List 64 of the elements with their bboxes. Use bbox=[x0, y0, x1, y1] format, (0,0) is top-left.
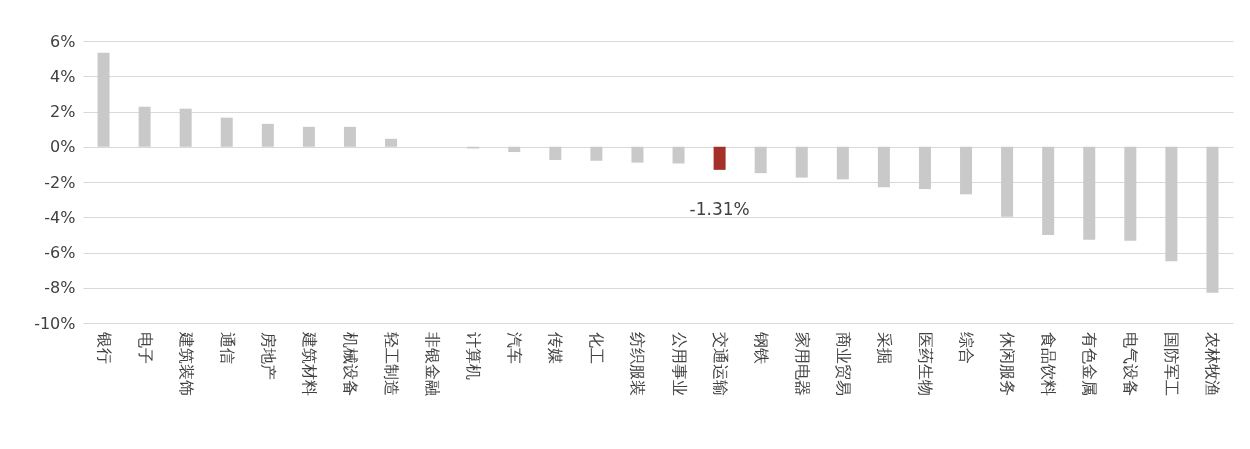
bar bbox=[590, 146, 603, 161]
x-tick-label: 汽车 bbox=[505, 331, 525, 364]
bar bbox=[508, 146, 521, 153]
x-tick-label: 轻工制造 bbox=[382, 331, 402, 396]
x-tick-label: 计算机 bbox=[464, 331, 484, 380]
bar bbox=[343, 126, 356, 147]
x-tick-label: 建筑装饰 bbox=[176, 330, 196, 396]
x-tick-label: 房地产 bbox=[258, 331, 278, 380]
y-tick-label: -10% bbox=[34, 313, 76, 333]
bar bbox=[1206, 146, 1219, 293]
bar bbox=[1001, 146, 1014, 217]
y-tick-label: -8% bbox=[44, 278, 76, 298]
x-tick-label: 传媒 bbox=[546, 331, 566, 364]
bar bbox=[795, 146, 808, 178]
bar bbox=[385, 138, 398, 147]
y-tick-label: -6% bbox=[44, 243, 76, 262]
bar bbox=[1042, 146, 1055, 235]
x-tick-label: 电子 bbox=[135, 331, 155, 364]
bar bbox=[918, 146, 931, 190]
y-tick-label: 0% bbox=[50, 137, 76, 157]
x-tick-label: 电气设备 bbox=[1121, 331, 1141, 396]
bar bbox=[302, 126, 315, 147]
x-tick-label: 银行 bbox=[94, 330, 114, 364]
y-tick-label: 4% bbox=[50, 66, 76, 86]
y-tick-label: 2% bbox=[50, 102, 76, 121]
x-tick-label: 通信 bbox=[217, 331, 237, 364]
bar bbox=[220, 117, 233, 147]
bar bbox=[261, 123, 274, 147]
x-tick-label: 农林牧渔 bbox=[1203, 331, 1223, 396]
y-tick-label: -4% bbox=[44, 207, 76, 227]
bar bbox=[1083, 146, 1096, 240]
bar bbox=[138, 106, 151, 147]
x-tick-label: 商业贸易 bbox=[833, 331, 853, 396]
x-tick-label: 钢铁 bbox=[751, 330, 771, 364]
bar bbox=[960, 146, 973, 195]
x-tick-label: 有色金属 bbox=[1080, 331, 1100, 396]
bar bbox=[754, 146, 767, 174]
bar bbox=[836, 146, 849, 180]
x-tick-label: 国防军工 bbox=[1162, 331, 1182, 396]
x-tick-label: 纺织服装 bbox=[628, 331, 648, 396]
y-tick-label: 6% bbox=[50, 31, 76, 51]
x-tick-label: 公用事业 bbox=[669, 331, 689, 396]
x-tick-label: 非银金融 bbox=[423, 331, 443, 396]
x-tick-label: 机械设备 bbox=[340, 331, 360, 396]
bar bbox=[1165, 146, 1178, 262]
bar bbox=[713, 146, 726, 170]
bar bbox=[672, 146, 685, 164]
data-label: -1.31% bbox=[689, 198, 750, 219]
x-tick-label: 休闲服务 bbox=[998, 331, 1018, 396]
bar bbox=[179, 108, 192, 147]
bar bbox=[97, 52, 110, 147]
x-tick-label: 交通运输 bbox=[710, 331, 730, 396]
bar bbox=[877, 146, 890, 188]
y-tick-label: -2% bbox=[44, 172, 76, 192]
bar bbox=[631, 146, 644, 163]
x-tick-label: 食品饮料 bbox=[1039, 331, 1059, 396]
x-tick-label: 医药生物 bbox=[915, 331, 935, 396]
x-tick-label: 建筑材料 bbox=[299, 330, 319, 396]
x-tick-label: 采掘 bbox=[874, 331, 894, 364]
x-tick-label: 化工 bbox=[587, 331, 607, 364]
bar bbox=[1124, 146, 1137, 241]
x-tick-label: 综合 bbox=[957, 331, 977, 364]
bar bbox=[549, 146, 562, 160]
x-tick-label: 家用电器 bbox=[792, 331, 812, 396]
